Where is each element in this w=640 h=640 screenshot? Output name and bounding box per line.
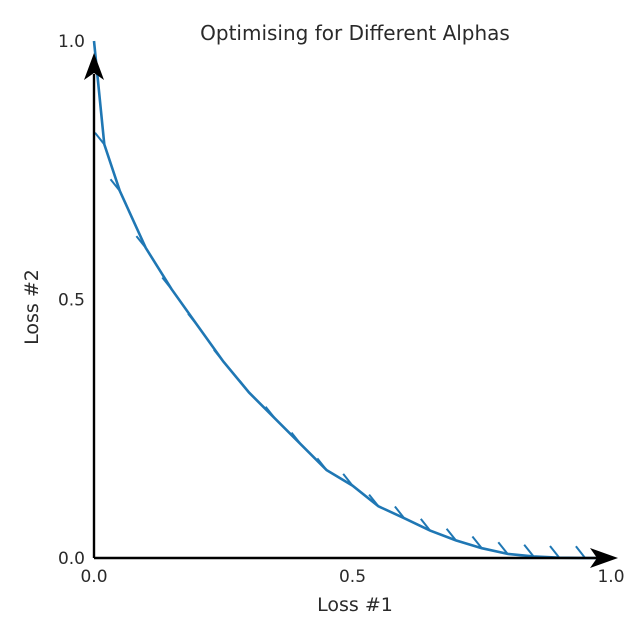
hatch-mark <box>471 535 483 549</box>
hatch-mark <box>497 541 509 555</box>
chart-title: Optimising for Different Alphas <box>200 21 510 45</box>
plot-area <box>92 40 611 560</box>
hatch-mark <box>94 132 106 146</box>
y-axis-label: Loss #2 <box>21 269 43 345</box>
y-axis-arrowhead <box>84 53 104 80</box>
hatch-mark <box>575 545 586 559</box>
y-tick-labels: 0.00.51.01.5 <box>58 32 85 569</box>
x-axis-arrowhead <box>590 548 618 568</box>
pareto-front-curve <box>92 40 611 560</box>
x-tick-label: 0.5 <box>339 567 366 587</box>
x-axis: 0.00.51.01.5 Loss #1 <box>80 548 625 616</box>
x-tick-label: 1.0 <box>597 567 624 587</box>
hatch-mark <box>549 545 561 559</box>
y-axis: 0.00.51.01.5 Loss #2 <box>21 32 104 569</box>
x-tick-labels: 0.00.51.01.5 <box>80 567 624 587</box>
hatch-mark <box>523 544 535 558</box>
y-tick-label: 0.0 <box>58 549 85 569</box>
y-tick-label: 0.5 <box>58 291 85 311</box>
feasible-region-hatching <box>94 132 586 559</box>
x-tick-label: 0.0 <box>80 567 107 587</box>
x-axis-label: Loss #1 <box>317 594 393 616</box>
y-tick-label: 1.0 <box>58 32 85 52</box>
